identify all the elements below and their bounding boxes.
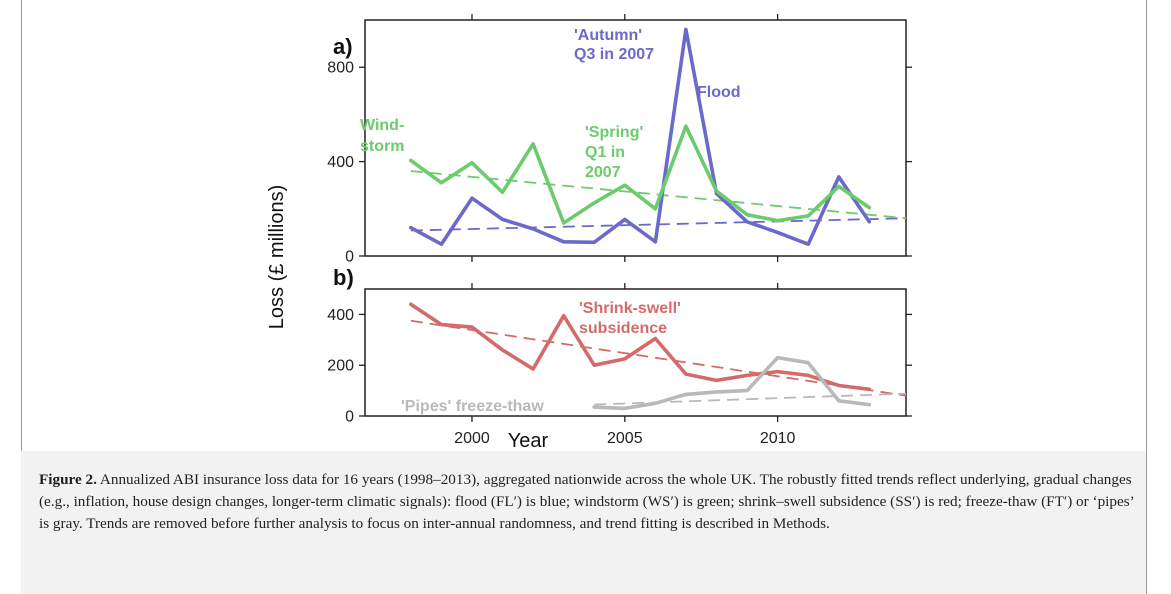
annotation-windstorm-cont: storm	[360, 138, 404, 155]
x-axis-label: Year	[508, 430, 549, 450]
y-tick-label: 400	[327, 307, 354, 324]
trend-line-0	[410, 319, 907, 397]
series-line-0	[408, 27, 872, 246]
x-tick-label: 2005	[607, 430, 643, 447]
trend-line-1	[594, 392, 907, 406]
figure-caption: Figure 2. Annualized ABI insurance loss …	[39, 469, 1139, 535]
annotation-autumn: 'Autumn'	[574, 27, 642, 44]
annotation-spring: 'Spring'	[585, 124, 643, 141]
y-axis-label: Loss (£ millions)	[266, 185, 288, 329]
y-tick-label: 0	[345, 249, 354, 266]
x-tick-label: 2010	[760, 430, 796, 447]
trend-line-1	[410, 170, 907, 220]
annotation-windstorm: Wind-	[360, 117, 404, 134]
caption-box: Figure 2. Annualized ABI insurance loss …	[21, 451, 1146, 594]
panel-label: a)	[333, 34, 353, 59]
annotation-subsidence: subsidence	[579, 320, 667, 337]
annotation-flood: Flood	[697, 84, 741, 101]
annotation-pipes: 'Pipes' freeze-thaw	[401, 398, 544, 415]
x-tick-label: 2000	[454, 430, 490, 447]
figure-right-border	[1146, 0, 1147, 594]
annotation-autumn-detail: Q3 in 2007	[574, 46, 654, 63]
caption-label: Figure 2.	[39, 471, 97, 488]
series-line-1	[592, 355, 872, 411]
y-tick-label: 800	[327, 60, 354, 77]
y-tick-label: 400	[327, 154, 354, 171]
y-tick-label: 0	[345, 409, 354, 426]
annotation-spring-year: 2007	[585, 164, 621, 181]
series-line-0	[408, 302, 872, 392]
figure-left-border	[21, 0, 22, 594]
y-tick-label: 200	[327, 358, 354, 375]
annotation-shrink-swell: 'Shrink-swell'	[579, 300, 681, 317]
caption-text: Annualized ABI insurance loss data for 1…	[39, 471, 1134, 532]
annotation-spring-detail: Q1 in	[585, 144, 625, 161]
plot-frame-a	[364, 19, 907, 257]
plot-frame-b	[364, 288, 907, 417]
panel-label: b)	[333, 265, 354, 290]
series-line-1	[408, 124, 872, 225]
